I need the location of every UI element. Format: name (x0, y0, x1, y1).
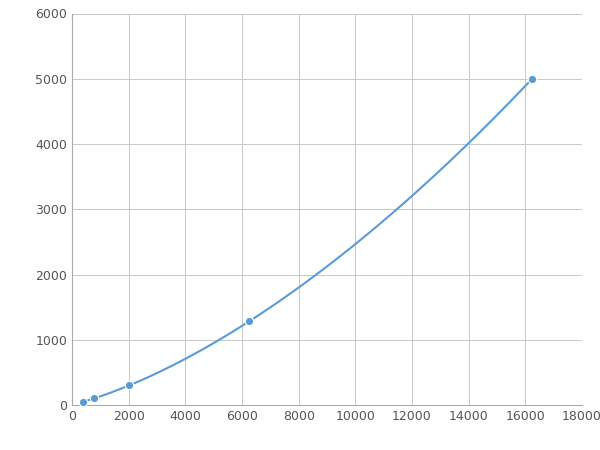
Point (89, 395, 99, 402)
Point (78, 398, 88, 405)
Point (124, 382, 133, 389)
Point (244, 318, 254, 325)
Point (527, 75, 537, 82)
